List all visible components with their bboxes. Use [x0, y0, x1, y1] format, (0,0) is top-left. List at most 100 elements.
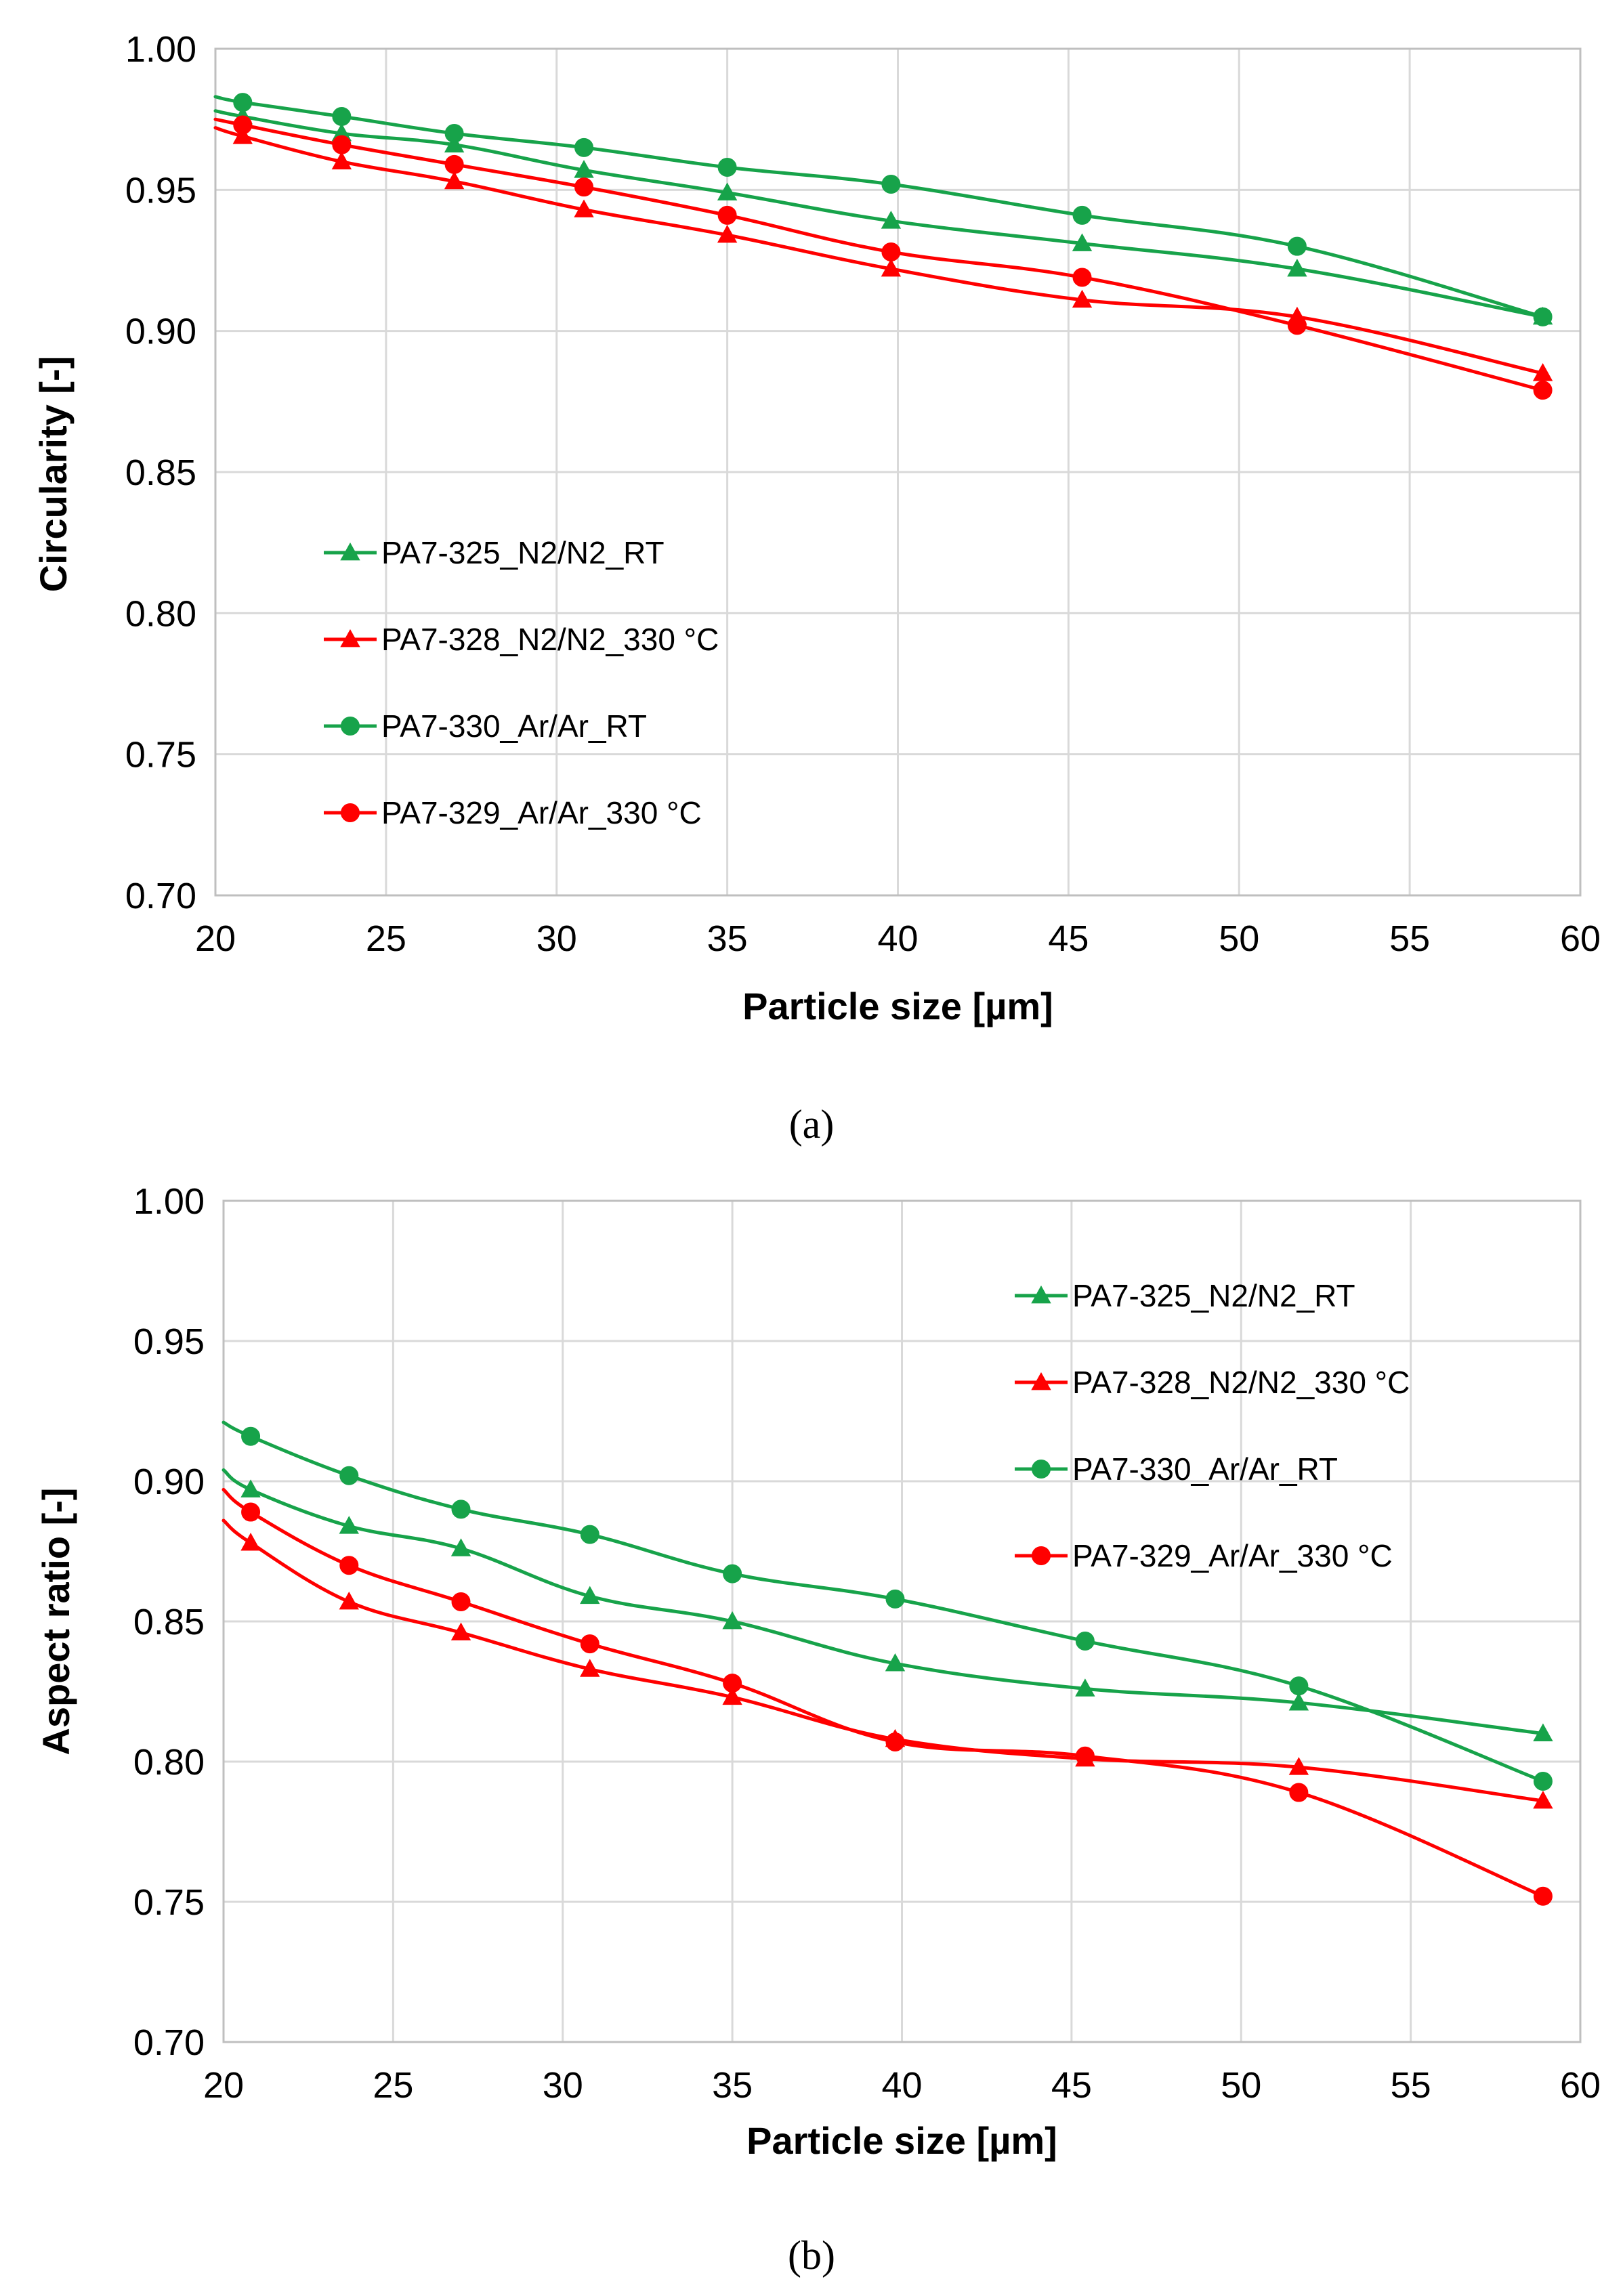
data-point	[1075, 1678, 1095, 1697]
data-point	[723, 1674, 742, 1693]
legend-entry: PA7-325_N2/N2_RT	[1015, 1278, 1355, 1313]
data-point	[1289, 1783, 1309, 1802]
data-point	[885, 1732, 905, 1752]
chart-panel-a: 20 25 30 35 40 45 50 55 60 0.70 0.75 0.80 0.85 0.90 0.…	[32, 29, 1601, 1147]
data-point	[1533, 307, 1553, 326]
x-tick-label: 60	[1560, 918, 1601, 959]
data-point	[717, 182, 738, 200]
data-point	[885, 1653, 906, 1672]
data-point	[232, 126, 253, 144]
x-tick-label: 30	[536, 918, 577, 959]
data-point	[1287, 258, 1307, 277]
data-point	[339, 1516, 359, 1534]
legend-entry: PA7-330_Ar/Ar_RT	[324, 708, 647, 744]
x-tick-label: 30	[543, 2065, 583, 2106]
legend-marker	[341, 717, 360, 736]
data-point	[339, 1556, 359, 1575]
data-point	[885, 1589, 905, 1609]
data-point	[881, 258, 902, 277]
data-point	[450, 1538, 471, 1556]
legend-label: PA7-330_Ar/Ar_RT	[1072, 1451, 1338, 1487]
x-tick-label: 60	[1560, 2065, 1601, 2106]
data-point	[233, 115, 253, 135]
data-point	[444, 171, 465, 190]
legend-marker	[340, 629, 360, 647]
data-point	[1533, 1771, 1553, 1791]
data-point	[240, 1479, 261, 1497]
data-point	[1533, 1886, 1553, 1906]
data-point	[1072, 268, 1092, 287]
data-point	[1289, 1676, 1309, 1696]
series-line	[222, 1468, 1545, 1736]
data-point	[444, 154, 464, 174]
y-tick-label: 0.90	[125, 312, 196, 352]
panel-caption: (a)	[789, 1102, 835, 1147]
x-axis-title: Particle size [µm]	[742, 985, 1053, 1027]
data-point	[1288, 1693, 1309, 1711]
data-point	[574, 177, 594, 197]
data-point	[1533, 381, 1553, 400]
series-3	[222, 1487, 1553, 1906]
legend-entry: PA7-328_N2/N2_330 °C	[1015, 1365, 1410, 1400]
data-point	[233, 93, 253, 112]
legend-entry: PA7-325_N2/N2_RT	[324, 535, 665, 570]
data-point	[722, 1611, 742, 1630]
legend-entry: PA7-328_N2/N2_330 °C	[324, 622, 719, 657]
x-tick-label: 20	[195, 918, 236, 959]
series-line	[213, 95, 1545, 319]
y-tick-label: 0.70	[125, 876, 196, 916]
y-axis-title: Aspect ratio [-]	[35, 1487, 77, 1755]
data-point	[241, 1502, 261, 1522]
data-point	[451, 1592, 471, 1612]
chart-panel-b: 20 25 30 35 40 45 50 55 60 0.70 0.75 0.80 0.85 0.90 0.…	[35, 1181, 1601, 2278]
y-tick-label: 0.95	[133, 1321, 205, 1362]
x-tick-label: 45	[1048, 918, 1089, 959]
x-tick-label: 50	[1219, 918, 1259, 959]
legend-label: PA7-328_N2/N2_330 °C	[1072, 1365, 1410, 1400]
legend-marker	[1031, 1285, 1051, 1304]
data-point	[881, 211, 902, 229]
data-point	[580, 1634, 599, 1654]
y-tick-label: 0.90	[133, 1462, 205, 1502]
data-point	[1072, 289, 1093, 308]
legend-marker	[340, 542, 360, 561]
data-point	[580, 1525, 599, 1544]
data-point	[331, 151, 352, 170]
data-point	[574, 199, 594, 217]
series-0	[213, 106, 1553, 325]
series-2	[213, 93, 1553, 326]
data-point	[1072, 233, 1093, 251]
y-tick-label: 0.85	[133, 1602, 205, 1642]
data-point	[1075, 1631, 1095, 1651]
data-point	[574, 160, 594, 178]
legend-label: PA7-329_Ar/Ar_330 °C	[1072, 1538, 1393, 1573]
legend-label: PA7-330_Ar/Ar_RT	[381, 708, 647, 744]
y-tick-label: 0.75	[133, 1882, 205, 1923]
x-tick-label: 45	[1051, 2065, 1092, 2106]
data-point	[1072, 205, 1092, 225]
legend-marker	[341, 803, 360, 822]
y-axis-title: Circularity [-]	[32, 356, 75, 593]
data-point	[1288, 1757, 1309, 1775]
series-2	[222, 1420, 1553, 1791]
x-axis-title: Particle size [µm]	[746, 2119, 1057, 2162]
data-point	[717, 224, 738, 243]
y-tick-label: 0.75	[125, 735, 196, 775]
legend-label: PA7-325_N2/N2_RT	[1072, 1278, 1355, 1313]
data-point	[444, 134, 465, 153]
data-point	[1287, 236, 1307, 256]
data-point	[451, 1500, 471, 1519]
data-point	[580, 1586, 600, 1604]
legend-entry: PA7-329_Ar/Ar_330 °C	[1015, 1538, 1393, 1573]
x-tick-label: 55	[1391, 2065, 1431, 2106]
y-tick-label: 1.00	[125, 29, 196, 70]
x-tick-label: 35	[712, 2065, 753, 2106]
x-tick-label: 35	[707, 918, 748, 959]
series-line	[213, 109, 1545, 319]
series-3	[213, 115, 1553, 400]
y-tick-label: 0.70	[133, 2022, 205, 2063]
series-line	[213, 117, 1545, 392]
data-point	[1287, 316, 1307, 335]
data-point	[339, 1591, 359, 1610]
